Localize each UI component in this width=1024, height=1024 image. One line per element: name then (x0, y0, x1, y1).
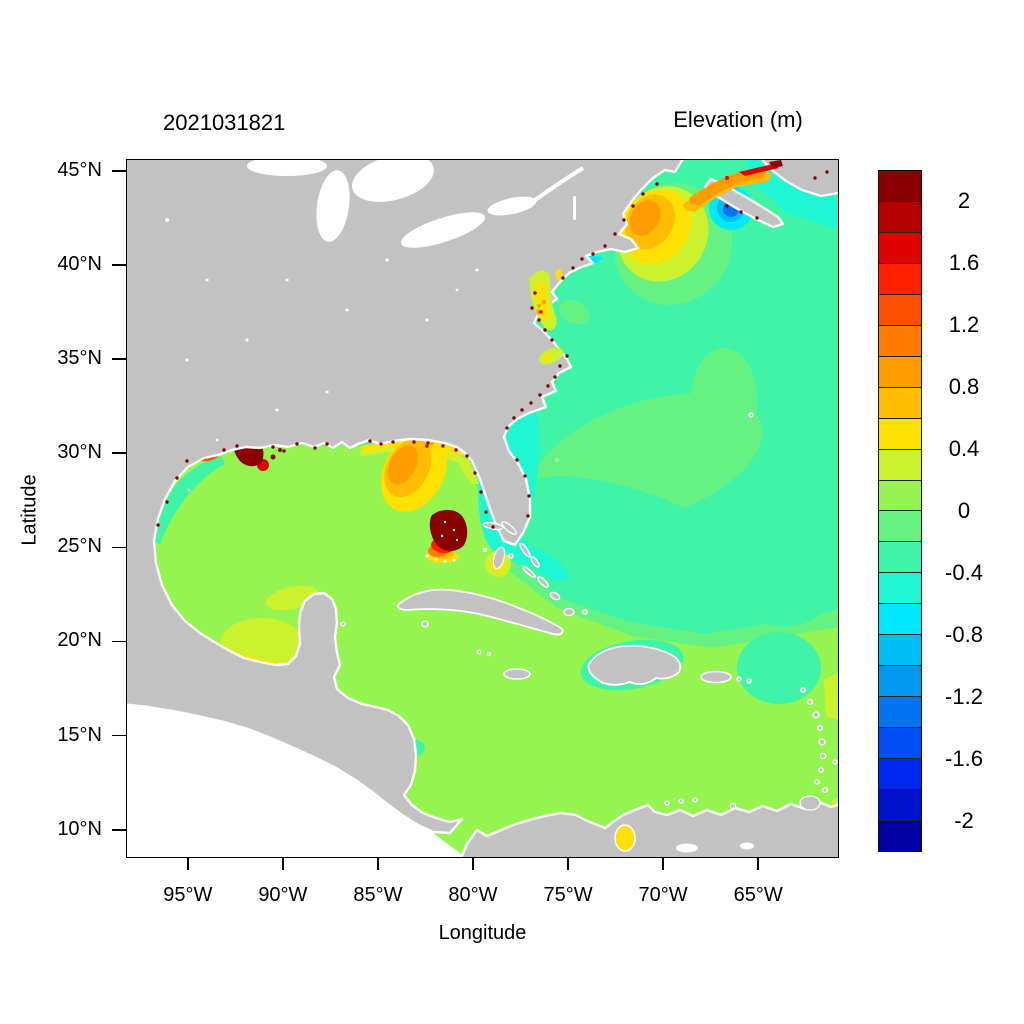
water-panhandle-band-outer (359, 447, 479, 484)
y-axis-tick-45n (112, 170, 126, 172)
colorbar-segment-10 (879, 479, 921, 511)
land-lesser-antilles (664, 676, 838, 811)
y-axis-tick-label-35n: 35°N (57, 347, 102, 370)
x-axis-tick-85w (377, 857, 379, 870)
colorbar-segment-3 (879, 262, 921, 294)
colorbar-segment-9 (879, 448, 921, 480)
florida-keys (425, 554, 456, 563)
great-lakes (247, 160, 585, 248)
x-axis-tick-75w (567, 857, 569, 870)
x-axis-tick-95w (187, 857, 189, 870)
colorbar-segment-1 (879, 200, 921, 232)
colorbar-segment-8 (879, 417, 921, 449)
water-chesapeake-system (529, 268, 564, 365)
x-axis-tick-70w (662, 857, 664, 870)
water-east-of-antilles (737, 632, 821, 704)
colorbar-segment-18 (879, 727, 921, 759)
x-axis-tick-label-85w: 85°W (353, 884, 403, 906)
colorbar-segment-14 (879, 603, 921, 635)
colorbar-segment-2 (879, 231, 921, 263)
y-axis-tick-35n (112, 358, 126, 360)
colorbar-segment-12 (879, 541, 921, 573)
colorbar-title: Elevation (m) (673, 107, 803, 132)
colorbar-tick-label--0.4: -0.4 (945, 560, 983, 585)
land-hispaniola (587, 644, 682, 686)
colorbar-segment-15 (879, 634, 921, 666)
colorbar-tick-label-2: 2 (957, 188, 971, 213)
colorbar-segment-11 (879, 510, 921, 542)
colorbar-tick-label-1.6: 1.6 (948, 250, 980, 275)
water-turquoise-sweep (485, 475, 823, 626)
colorbar-tick-label-0.4: 0.4 (948, 436, 980, 461)
land-new-brunswick-corner (761, 160, 838, 198)
water-lake-maracaibo (614, 824, 636, 852)
y-axis-tick-label-30n: 30°N (57, 441, 102, 464)
y-axis-tick-40n (112, 264, 126, 266)
land-river-speckles (165, 218, 754, 853)
colorbar-segment-13 (879, 572, 921, 604)
y-axis-tick-20n (112, 640, 126, 643)
colorbar-tick-label--1.6: -1.6 (945, 746, 983, 771)
map-plot-area (126, 159, 839, 858)
x-axis-tick-label-75w: 75°W (543, 884, 593, 906)
coastal-speckles-maroon (156, 170, 829, 529)
colorbar (878, 170, 922, 852)
y-axis-tick-15n (112, 734, 126, 737)
land-bahamas-islands (482, 521, 588, 617)
colorbar-tick-label-0.8: 0.8 (948, 374, 980, 399)
colorbar-segment-19 (879, 758, 921, 790)
colorbar-segment-21 (879, 820, 921, 851)
colorbar-segment-16 (879, 665, 921, 697)
y-axis-tick-label-10n: 10°N (57, 817, 102, 840)
x-axis-tick-80w (472, 857, 474, 870)
water-texas-shelf-band (153, 456, 225, 544)
y-axis-tick-label-45n: 45°N (57, 158, 102, 181)
colorbar-tick-label-0: 0 (957, 498, 971, 523)
coastal-speckles-red-orange (260, 304, 543, 468)
colorbar-tick-label--2: -2 (954, 808, 974, 833)
colorbar-segment-7 (879, 386, 921, 418)
colorbar-segment-4 (879, 293, 921, 325)
water-gulf-of-maine-rings (613, 183, 733, 305)
colorbar-tick-label--0.8: -0.8 (945, 622, 983, 647)
x-axis-title: Longitude (438, 922, 527, 944)
y-axis-tick-label-40n: 40°N (57, 253, 102, 276)
land-jamaica (503, 668, 531, 680)
water-right-edge-band (824, 672, 838, 720)
x-axis-tick-label-70w: 70°W (638, 884, 688, 906)
water-bay-of-fundy (683, 160, 783, 212)
land-cuba (396, 588, 564, 636)
land-group (127, 160, 838, 857)
y-axis-tick-label-15n: 15°N (57, 723, 102, 746)
y-axis-tick-label-25n: 25°N (57, 535, 102, 558)
colorbar-segment-5 (879, 324, 921, 356)
colorbar-segment-6 (879, 355, 921, 387)
colorbar-segment-20 (879, 789, 921, 821)
y-axis-tick-10n (112, 828, 126, 831)
colorbar-tick-label-1.2: 1.2 (948, 312, 980, 337)
y-axis-tick-label-20n: 20°N (57, 629, 102, 652)
y-axis-tick-25n (112, 546, 126, 549)
water-bigbend-tampa-surge (380, 432, 448, 512)
water-atlantic-patch-nj (558, 299, 590, 325)
y-axis-tick-30n (112, 452, 126, 455)
x-axis-tick-label-90w: 90°W (258, 884, 308, 906)
colorbar-segment-17 (879, 696, 921, 728)
water-southwest-florida-surge (425, 509, 468, 563)
x-axis-tick-label-65w: 65°W (733, 884, 783, 906)
x-axis-tick-label-80w: 80°W (448, 884, 498, 906)
water-atlantic-patch-ne (691, 348, 757, 452)
x-axis-tick-90w (282, 857, 284, 870)
land-misc-islands (340, 412, 754, 657)
plot-timestamp-title: 2021031821 (163, 110, 286, 135)
x-axis-tick-label-95w: 95°W (163, 884, 213, 906)
land-puerto-rico (700, 670, 732, 684)
pacific-outside-domain (127, 698, 463, 857)
colorbar-segment-0 (879, 171, 921, 201)
elevation-map (127, 160, 838, 857)
x-axis-tick-65w (757, 857, 759, 870)
colorbar-tick-label--1.2: -1.2 (945, 684, 983, 709)
